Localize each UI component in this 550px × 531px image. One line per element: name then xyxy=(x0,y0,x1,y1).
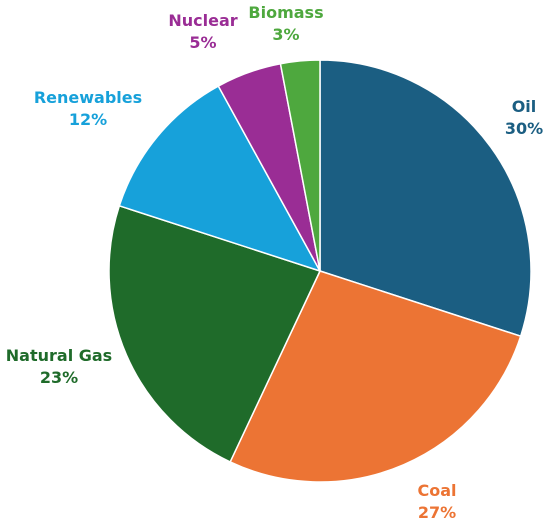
pie-slice-biomass xyxy=(279,59,321,272)
pie-slice-renewables xyxy=(118,85,322,273)
pie-labels: Oil 30% Coal 27% Natural Gas 23% Renewables 12%… xyxy=(6,3,543,522)
slice-value-label-natural-gas: 23% xyxy=(40,368,78,387)
pie-slice-oil xyxy=(319,59,532,338)
pie-slices xyxy=(108,59,532,483)
slice-value-label-nuclear: 5% xyxy=(189,33,216,52)
slice-label-oil: Oil xyxy=(512,97,537,116)
slice-value-label-renewables: 12% xyxy=(69,110,107,129)
pie-slice-coal xyxy=(229,270,522,483)
slice-label-biomass: Biomass xyxy=(248,3,323,22)
slice-value-label-oil: 30% xyxy=(505,119,543,138)
slice-value-label-biomass: 3% xyxy=(272,25,299,44)
slice-label-natural-gas: Natural Gas xyxy=(6,346,112,365)
slice-label-nuclear: Nuclear xyxy=(168,11,237,30)
slice-label-renewables: Renewables xyxy=(34,88,142,107)
pie-slice-natural-gas xyxy=(108,204,322,463)
slice-value-label-coal: 27% xyxy=(418,503,456,522)
slice-label-coal: Coal xyxy=(417,481,456,500)
